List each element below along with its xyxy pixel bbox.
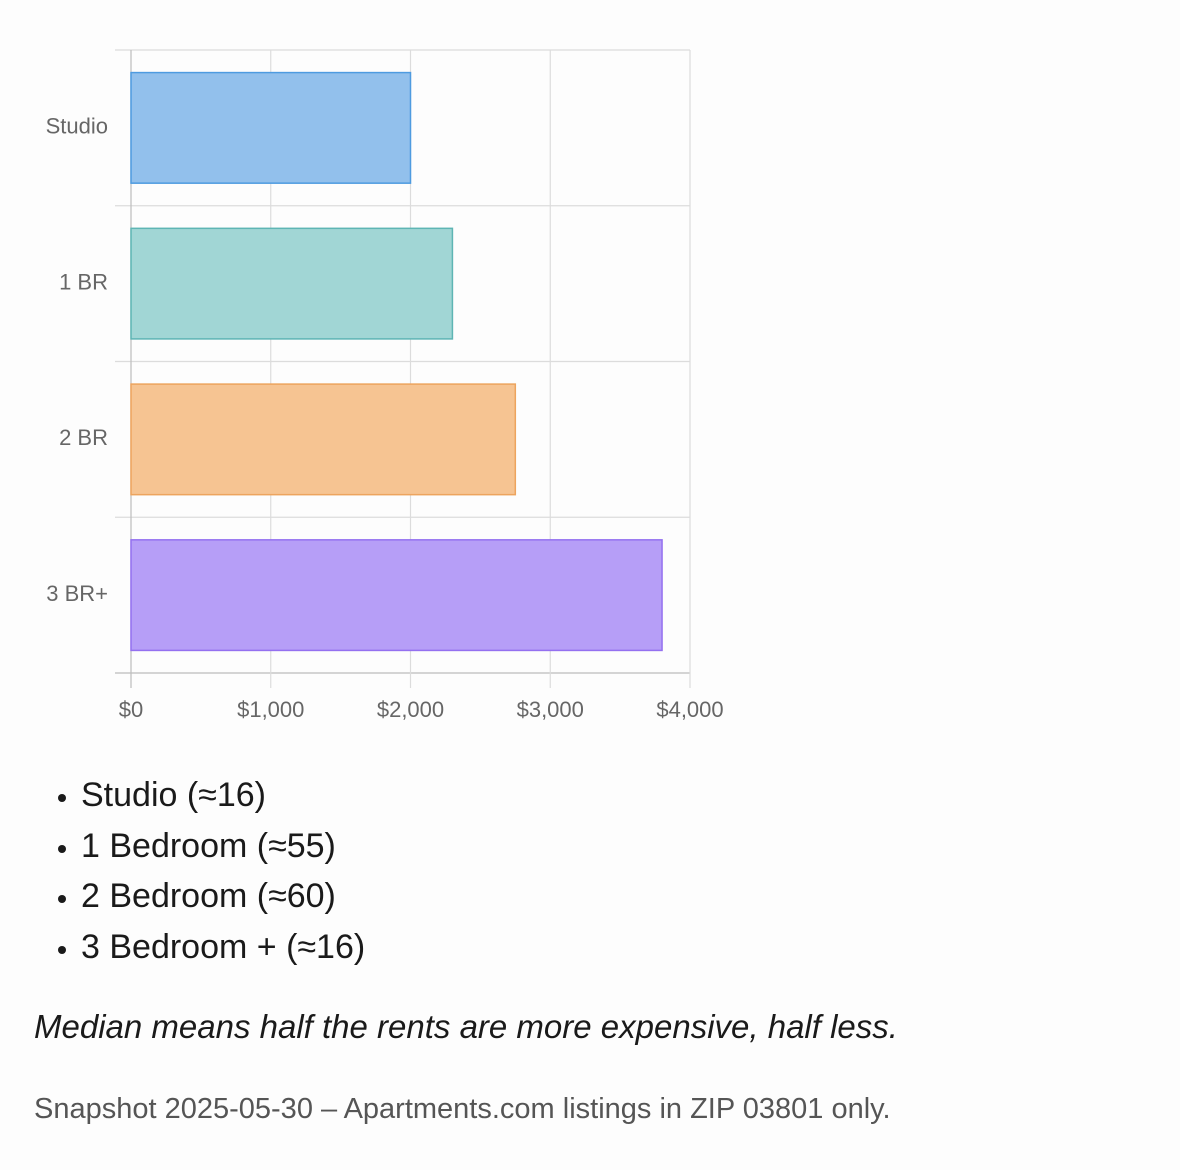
list-item-3-bedroom: 3 Bedroom + (≈16) [81, 922, 365, 973]
list-item-studio: Studio (≈16) [81, 770, 365, 821]
category-label: 1 BR [59, 269, 108, 294]
bar-chart: Studio 1 BR 2 BR 3 BR+ $0 $1,000 $2,000 $3,000 $… [0, 0, 760, 740]
category-label: Studio [46, 114, 108, 139]
source-note: Snapshot 2025-05-30 – Apartments.com lis… [34, 1093, 891, 1125]
median-note: Median means half the rents are more exp… [34, 1008, 898, 1045]
bar-3-br [130, 539, 663, 652]
x-tick-label: $2,000 [377, 697, 444, 722]
x-tick-label: $1,000 [237, 697, 304, 722]
bar-1-br [130, 227, 454, 340]
bar-2-br [130, 383, 517, 496]
category-label: 3 BR+ [46, 581, 108, 606]
bars [130, 71, 663, 652]
list-item-1-bedroom: 1 Bedroom (≈55) [81, 821, 365, 872]
x-tick-label: $4,000 [656, 697, 723, 722]
chart-svg: Studio 1 BR 2 BR 3 BR+ $0 $1,000 $2,000 $3,000 $… [46, 49, 724, 722]
category-count-list: Studio (≈16) 1 Bedroom (≈55) 2 Bedroom (… [34, 770, 365, 972]
category-label: 2 BR [59, 425, 108, 450]
x-tick-label: $3,000 [517, 697, 584, 722]
axis-labels: Studio 1 BR 2 BR 3 BR+ $0 $1,000 $2,000 $3,000 $… [46, 114, 724, 722]
x-tick-label: $0 [119, 697, 143, 722]
list-item-2-bedroom: 2 Bedroom (≈60) [81, 871, 365, 922]
bar-studio [130, 71, 412, 184]
